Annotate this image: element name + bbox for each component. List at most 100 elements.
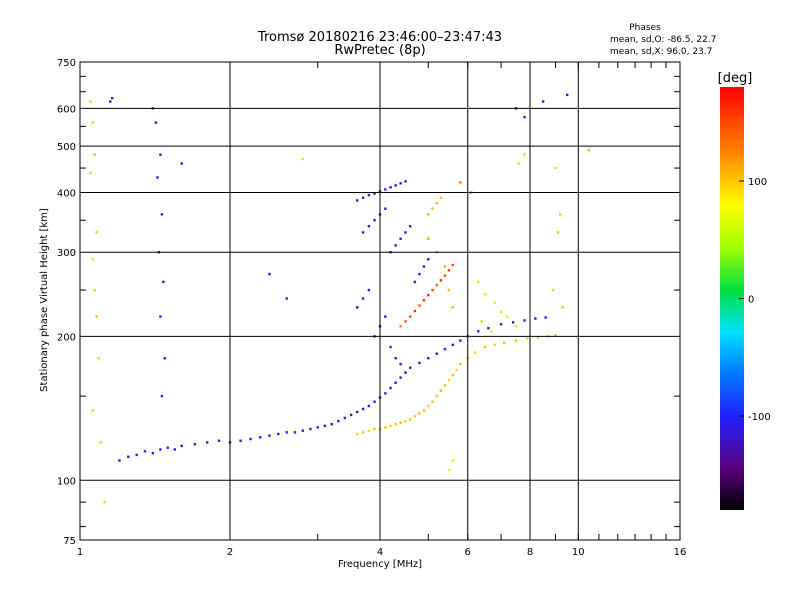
data-point bbox=[268, 272, 271, 276]
data-marks bbox=[89, 93, 591, 504]
data-point bbox=[483, 345, 487, 349]
data-point bbox=[514, 325, 518, 328]
data-point bbox=[394, 244, 397, 247]
data-point bbox=[394, 184, 397, 187]
data-point bbox=[435, 394, 438, 398]
data-point bbox=[160, 213, 164, 216]
data-point bbox=[394, 357, 397, 360]
data-point bbox=[151, 451, 155, 455]
data-point bbox=[505, 315, 509, 318]
data-point bbox=[91, 409, 94, 412]
data-point bbox=[404, 231, 407, 234]
info-line-x: mean, sd,X: 96.0, 23.7 bbox=[610, 47, 712, 57]
data-point bbox=[399, 421, 402, 424]
info-line-o: mean, sd,O: -86.5, 22.7 bbox=[610, 35, 716, 45]
data-point bbox=[409, 418, 412, 421]
data-point bbox=[135, 453, 138, 457]
data-point bbox=[499, 310, 503, 314]
data-point bbox=[301, 429, 305, 432]
data-point bbox=[477, 330, 480, 333]
data-point bbox=[427, 357, 430, 360]
data-point bbox=[451, 263, 455, 267]
x-tick-label: 2 bbox=[227, 547, 233, 558]
data-point bbox=[587, 149, 591, 152]
data-point bbox=[427, 213, 430, 216]
data-point bbox=[422, 409, 426, 412]
colorbar-tick-label: 100 bbox=[748, 177, 767, 188]
data-point bbox=[487, 327, 490, 330]
data-point bbox=[447, 468, 451, 472]
data-point bbox=[443, 265, 447, 268]
data-point bbox=[285, 431, 288, 434]
y-tick-label: 75 bbox=[63, 536, 76, 547]
data-point bbox=[89, 100, 92, 103]
data-point bbox=[427, 258, 430, 261]
data-point bbox=[249, 437, 252, 441]
y-tick-label: 600 bbox=[57, 104, 76, 115]
data-point bbox=[536, 336, 540, 339]
data-point bbox=[89, 171, 92, 174]
data-point bbox=[404, 419, 407, 423]
data-point bbox=[118, 459, 121, 462]
data-point bbox=[499, 323, 503, 326]
data-point bbox=[316, 426, 319, 429]
data-point bbox=[349, 413, 353, 417]
data-point bbox=[431, 288, 434, 292]
data-point bbox=[455, 368, 458, 372]
data-point bbox=[166, 446, 169, 449]
data-point bbox=[384, 426, 387, 429]
data-point bbox=[159, 448, 162, 451]
data-point bbox=[443, 384, 447, 387]
colorbar-ticks: 100 0 -100 bbox=[739, 177, 771, 423]
data-point bbox=[451, 343, 455, 347]
data-point bbox=[389, 186, 392, 189]
x-tick-label: 1 bbox=[77, 547, 83, 558]
data-point bbox=[337, 419, 340, 423]
data-point bbox=[413, 280, 417, 284]
data-point bbox=[480, 320, 483, 323]
data-point bbox=[389, 386, 392, 390]
data-point bbox=[409, 366, 412, 369]
data-point bbox=[523, 319, 526, 322]
data-point bbox=[439, 196, 443, 199]
data-point bbox=[301, 157, 305, 161]
data-point bbox=[473, 351, 477, 354]
data-point bbox=[459, 339, 462, 342]
data-point bbox=[502, 341, 506, 344]
data-point bbox=[451, 373, 455, 377]
y-tick-label: 100 bbox=[57, 476, 76, 487]
data-point bbox=[361, 407, 365, 411]
data-point bbox=[493, 343, 497, 347]
data-point bbox=[459, 181, 462, 184]
data-point bbox=[343, 416, 347, 420]
data-point bbox=[554, 334, 557, 337]
data-point bbox=[427, 404, 430, 408]
y-tick-label: 300 bbox=[57, 248, 76, 259]
data-point bbox=[439, 389, 443, 392]
data-point bbox=[443, 274, 447, 277]
data-point bbox=[394, 381, 397, 384]
data-point bbox=[459, 362, 462, 366]
data-point bbox=[217, 439, 221, 442]
data-point bbox=[180, 162, 183, 165]
axes: 1 2 4 6 8 10 16 75 100 200 300 400 500 600 750 bbox=[57, 58, 686, 558]
chart-title: Tromsø 20180216 23:46:00–23:47:43 bbox=[257, 30, 502, 45]
y-tick-label: 750 bbox=[57, 58, 76, 69]
data-point bbox=[447, 269, 451, 272]
data-point bbox=[523, 115, 526, 119]
data-point bbox=[361, 196, 365, 199]
data-point bbox=[422, 299, 426, 302]
chart-subtitle: RwPretec (8p) bbox=[334, 43, 425, 58]
data-point bbox=[93, 288, 96, 292]
data-point bbox=[154, 121, 158, 124]
data-point bbox=[373, 427, 376, 431]
data-point bbox=[389, 345, 392, 349]
data-point bbox=[355, 306, 359, 309]
data-point bbox=[160, 394, 164, 398]
data-point bbox=[93, 153, 96, 156]
data-point bbox=[193, 442, 197, 446]
data-point bbox=[409, 315, 412, 318]
data-point bbox=[447, 378, 451, 382]
y-tick-label: 400 bbox=[57, 188, 76, 199]
